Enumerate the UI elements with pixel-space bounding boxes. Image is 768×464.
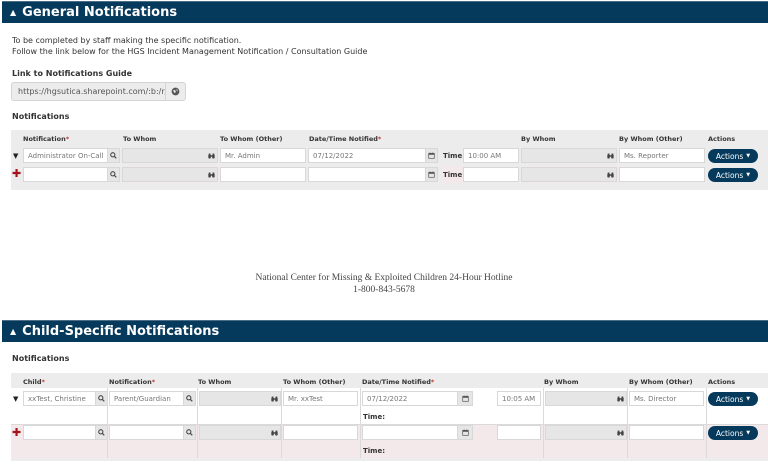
link-label: Link to Notifications Guide (12, 69, 133, 78)
actions-button[interactable]: Actions ▼ (708, 168, 758, 182)
notification-input[interactable] (23, 167, 108, 182)
time-label: Time: (363, 447, 386, 455)
date-input[interactable]: 07/12/2022 (308, 148, 426, 163)
col-header-to-whom-other: To Whom (Other) (283, 378, 346, 386)
notification-input[interactable]: Parent/Guardian (109, 391, 184, 406)
time-input[interactable] (463, 167, 519, 182)
col-header-by-whom: By Whom (521, 135, 556, 143)
col-header-by-whom-other: By Whom (Other) (619, 135, 683, 143)
by-whom-input[interactable] (545, 425, 615, 440)
time-label: Time: (443, 152, 466, 160)
add-row-icon[interactable]: ✚ (12, 167, 22, 180)
to-whom-other-input[interactable]: Mr. xxTest (283, 391, 358, 406)
hotline-name: National Center for Missing & Exploited … (255, 273, 513, 283)
expand-row-icon[interactable]: ▼ (13, 395, 19, 403)
child-input[interactable] (23, 425, 96, 440)
col-header-notification: Notification* (23, 135, 70, 143)
globe-icon[interactable] (165, 83, 185, 100)
binoculars-icon[interactable] (268, 391, 281, 406)
time-label: Time: (363, 413, 386, 421)
col-header-child: Child* (23, 378, 45, 386)
date-input[interactable] (362, 425, 458, 440)
hotline-phone: 1-800-843-5678 (353, 285, 415, 295)
calendar-icon[interactable] (457, 425, 473, 440)
to-whom-other-input[interactable]: Mr. Admin (220, 148, 306, 163)
collapse-caret-icon: ▲ (10, 8, 17, 17)
collapse-caret-icon: ▲ (10, 327, 17, 336)
col-header-datetime: Date/Time Notified* (309, 135, 382, 143)
col-header-datetime: Date/Time Notified* (362, 378, 435, 386)
binoculars-icon[interactable] (205, 148, 218, 163)
expand-row-icon[interactable]: ▼ (13, 152, 19, 160)
calendar-icon[interactable] (425, 167, 438, 182)
actions-button[interactable]: Actions ▼ (708, 392, 758, 406)
by-whom-input[interactable] (521, 148, 606, 163)
child-notifications-table: Child* Notification* To Whom To Whom (Ot… (11, 373, 768, 461)
to-whom-input[interactable] (199, 425, 269, 440)
general-notifications-table: Notification* To Whom To Whom (Other) Da… (11, 130, 768, 190)
col-header-by-whom: By Whom (544, 378, 579, 386)
time-input[interactable]: 10:05 AM (497, 391, 541, 406)
binoculars-icon[interactable] (205, 167, 218, 182)
intro-line-1: To be completed by staff making the spec… (12, 36, 242, 45)
search-icon[interactable] (107, 148, 120, 163)
hotline-info: National Center for Missing & Exploited … (0, 272, 768, 296)
binoculars-icon[interactable] (614, 425, 627, 440)
by-whom-other-input[interactable] (619, 167, 705, 182)
date-input[interactable] (308, 167, 426, 182)
child-specific-notifications-header[interactable]: ▲ Child-Specific Notifications (2, 320, 768, 342)
time-label: Time: (443, 171, 466, 179)
notification-input[interactable] (109, 425, 184, 440)
col-header-by-whom-other: By Whom (Other) (629, 378, 693, 386)
col-header-to-whom: To Whom (123, 135, 157, 143)
section-title: General Notifications (22, 5, 178, 20)
by-whom-other-input[interactable]: Ms. Reporter (619, 148, 705, 163)
search-icon[interactable] (183, 425, 196, 440)
actions-button[interactable]: Actions ▼ (708, 149, 758, 163)
col-header-actions: Actions (708, 378, 736, 386)
col-header-notification: Notification* (109, 378, 156, 386)
child-input[interactable]: xxTest, Christine (23, 391, 96, 406)
notifications-label: Notifications (12, 354, 70, 363)
section-title: Child-Specific Notifications (22, 324, 220, 339)
intro-line-2: Follow the link below for the HGS Incide… (12, 47, 368, 56)
date-input[interactable]: 07/12/2022 (362, 391, 458, 406)
binoculars-icon[interactable] (614, 391, 627, 406)
by-whom-input[interactable] (521, 167, 606, 182)
time-input[interactable] (497, 425, 541, 440)
binoculars-icon[interactable] (604, 167, 617, 182)
calendar-icon[interactable] (457, 391, 473, 406)
dropdown-caret-icon: ▼ (746, 430, 751, 436)
search-icon[interactable] (107, 167, 120, 182)
guide-link-url[interactable]: https://hgsutica.sharepoint.com/:b:/r/: (18, 87, 165, 96)
add-row-icon[interactable]: ✚ (12, 426, 22, 439)
notification-input[interactable]: Administrator On-Call (23, 148, 108, 163)
search-icon[interactable] (95, 425, 108, 440)
dropdown-caret-icon: ▼ (746, 172, 751, 178)
search-icon[interactable] (183, 391, 196, 406)
search-icon[interactable] (95, 391, 108, 406)
calendar-icon[interactable] (425, 148, 438, 163)
dropdown-caret-icon: ▼ (746, 396, 751, 402)
to-whom-input[interactable] (122, 148, 207, 163)
binoculars-icon[interactable] (268, 425, 281, 440)
time-input[interactable]: 10:00 AM (463, 148, 519, 163)
to-whom-input[interactable] (199, 391, 269, 406)
by-whom-other-input[interactable] (629, 425, 704, 440)
binoculars-icon[interactable] (604, 148, 617, 163)
col-header-to-whom: To Whom (198, 378, 232, 386)
to-whom-other-input[interactable] (220, 167, 306, 182)
guide-link-field[interactable]: https://hgsutica.sharepoint.com/:b:/r/: (11, 82, 186, 101)
to-whom-other-input[interactable] (283, 425, 358, 440)
by-whom-input[interactable] (545, 391, 615, 406)
notifications-label: Notifications (12, 112, 70, 121)
actions-button[interactable]: Actions ▼ (708, 426, 758, 440)
dropdown-caret-icon: ▼ (746, 153, 751, 159)
to-whom-input[interactable] (122, 167, 207, 182)
by-whom-other-input[interactable]: Ms. Director (629, 391, 704, 406)
col-header-actions: Actions (708, 135, 736, 143)
col-header-to-whom-other: To Whom (Other) (220, 135, 283, 143)
intro-text: To be completed by staff making the spec… (12, 35, 367, 57)
general-notifications-header[interactable]: ▲ General Notifications (2, 1, 768, 23)
